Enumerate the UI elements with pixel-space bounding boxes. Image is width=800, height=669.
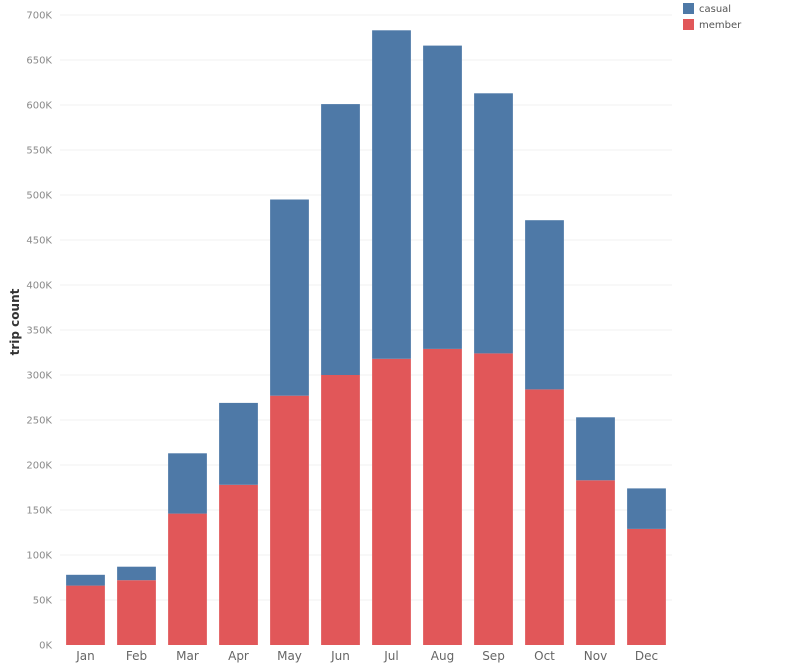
x-axis-ticks: Jan Feb Mar Apr May Jun Jul Aug Sep Oct Nov Dec: [75, 649, 658, 663]
y-tick-label: 0K: [39, 641, 52, 652]
y-tick-label: 550K: [26, 146, 52, 157]
y-tick-label: 350K: [26, 326, 52, 337]
bar-member-aug: [423, 348, 462, 645]
x-tick-label: Jan: [75, 649, 95, 663]
bar-casual-sep: [474, 93, 513, 354]
legend-label-casual: casual: [699, 4, 731, 15]
x-tick-label: Jun: [330, 649, 350, 663]
y-tick-label: 400K: [26, 281, 52, 292]
bar-member-oct: [525, 389, 564, 645]
y-tick-label: 50K: [33, 596, 53, 607]
x-tick-label: Jul: [383, 649, 398, 663]
y-axis-title: trip count: [8, 288, 22, 355]
x-tick-label: Mar: [176, 649, 199, 663]
x-tick-label: Nov: [584, 649, 607, 663]
bar-member-feb: [117, 580, 156, 645]
bar-casual-oct: [525, 220, 564, 390]
legend-label-member: member: [699, 20, 742, 31]
y-tick-label: 150K: [26, 506, 52, 517]
bar-casual-may: [270, 199, 309, 396]
y-tick-label: 250K: [26, 416, 52, 427]
y-tick-label: 200K: [26, 461, 52, 472]
bar-casual-dec: [627, 488, 666, 529]
x-tick-label: Oct: [534, 649, 555, 663]
x-tick-label: Feb: [126, 649, 147, 663]
x-tick-label: Apr: [228, 649, 249, 663]
bar-member-mar: [168, 513, 207, 645]
y-tick-label: 100K: [26, 551, 52, 562]
bar-member-apr: [219, 484, 258, 645]
x-tick-label: Aug: [431, 649, 454, 663]
bar-casual-apr: [219, 402, 258, 485]
y-axis-ticks: 0K 50K 100K 150K 200K 250K 300K 350K 400K 450K 500…: [26, 11, 52, 652]
y-tick-label: 450K: [26, 236, 52, 247]
x-tick-label: May: [277, 649, 302, 663]
bar-member-jan: [66, 585, 105, 645]
y-tick-label: 700K: [26, 11, 52, 22]
y-tick-label: 500K: [26, 191, 52, 202]
bar-member-may: [270, 395, 309, 645]
x-tick-label: Sep: [482, 649, 505, 663]
bar-member-sep: [474, 353, 513, 645]
bar-casual-nov: [576, 417, 615, 481]
bar-casual-aug: [423, 45, 462, 349]
bar-member-jul: [372, 358, 411, 645]
bar-casual-jul: [372, 30, 411, 359]
legend-swatch-casual: [683, 3, 694, 14]
gridlines: [60, 14, 672, 601]
bar-member-dec: [627, 528, 666, 645]
bars: [66, 30, 666, 645]
bar-member-jun: [321, 375, 360, 645]
y-tick-label: 600K: [26, 101, 52, 112]
legend: casual member: [683, 3, 742, 31]
y-tick-label: 650K: [26, 56, 52, 67]
bar-casual-feb: [117, 566, 156, 581]
bar-casual-jun: [321, 104, 360, 375]
bar-casual-mar: [168, 453, 207, 514]
legend-swatch-member: [683, 19, 694, 30]
bar-casual-jan: [66, 574, 105, 586]
x-tick-label: Dec: [635, 649, 658, 663]
bar-member-nov: [576, 480, 615, 645]
y-tick-label: 300K: [26, 371, 52, 382]
